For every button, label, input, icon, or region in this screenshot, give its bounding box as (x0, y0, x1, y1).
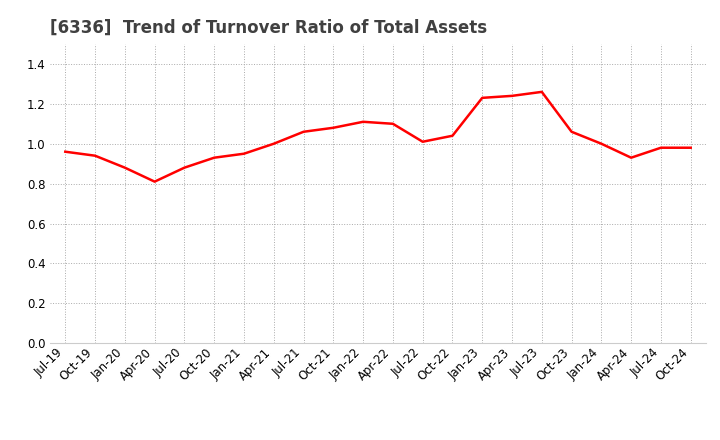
Text: [6336]  Trend of Turnover Ratio of Total Assets: [6336] Trend of Turnover Ratio of Total … (50, 19, 487, 37)
